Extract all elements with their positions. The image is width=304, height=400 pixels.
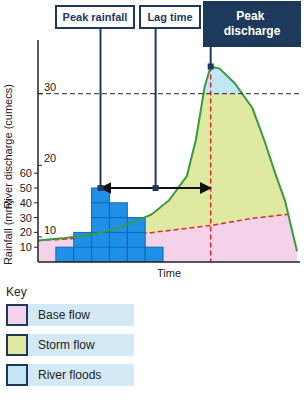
y-tick-label: 10 xyxy=(44,224,56,236)
lag-time-connector xyxy=(155,28,157,188)
y-tick-label: 20 xyxy=(44,152,56,164)
storm-flow-area xyxy=(38,94,297,262)
peak-rainfall-box xyxy=(56,6,134,28)
peak-discharge-label: Peak discharge xyxy=(224,9,281,38)
rainfall-bar xyxy=(145,247,163,262)
y2-tick-label: 20 xyxy=(20,226,32,238)
x-axis xyxy=(38,261,300,263)
key-label: Storm flow xyxy=(38,338,95,352)
y-tick xyxy=(38,236,42,237)
peak-discharge-box xyxy=(204,2,300,46)
lag-time-label: Lag time xyxy=(147,11,192,23)
key-label: River floods xyxy=(38,368,101,382)
lag-time-marker xyxy=(153,185,159,191)
y2-tick xyxy=(34,247,38,248)
peak-rainfall-label: Peak rainfall xyxy=(63,11,128,23)
plot-area xyxy=(38,66,300,262)
peak-discharge-line: discharge xyxy=(224,24,281,38)
y2-tick-label: 10 xyxy=(20,241,32,253)
peak-rainfall-marker xyxy=(98,185,104,191)
bar-separator xyxy=(109,217,127,218)
bar-separator xyxy=(127,247,145,248)
y-tick xyxy=(38,93,42,94)
bar-separator xyxy=(92,247,110,248)
key-title: Key xyxy=(6,285,27,299)
y2-tick-label: 60 xyxy=(20,167,32,179)
discharge-line xyxy=(38,67,297,252)
key-label-panel xyxy=(28,364,134,386)
y2-tick xyxy=(34,217,38,218)
peak-discharge-line: Peak xyxy=(236,9,267,23)
bar-separator xyxy=(109,247,127,248)
key-label-panel xyxy=(28,334,134,356)
x-axis-title: Time xyxy=(157,267,181,279)
y2-tick-label: 40 xyxy=(20,197,32,209)
key-swatch xyxy=(7,305,27,325)
bar-separator xyxy=(92,217,110,218)
inside-discharge-group xyxy=(38,213,297,262)
y2-tick xyxy=(34,188,38,189)
bar-separator xyxy=(127,232,145,233)
y2-tick-label: 50 xyxy=(20,182,32,194)
bar-separator xyxy=(74,247,92,248)
chart: 10 20 30 40 50 60 10 20 30 River discharge (cumec… xyxy=(0,0,304,400)
y2-tick xyxy=(34,232,38,233)
y-axis xyxy=(37,40,39,262)
y2-tick xyxy=(34,173,38,174)
y2-tick-label: 30 xyxy=(20,212,32,224)
peak-discharge-connector xyxy=(210,46,212,66)
y-tick xyxy=(38,165,42,166)
river-floods-area xyxy=(38,67,297,263)
key-swatch xyxy=(7,335,27,355)
bar-separator xyxy=(109,232,127,233)
key-swatch xyxy=(7,365,27,385)
peak-discharge-marker xyxy=(208,63,214,69)
rainfall-bar xyxy=(92,188,110,262)
y-axis-title: River discharge (cumecs) xyxy=(2,84,14,209)
y-tick-label: 30 xyxy=(44,81,56,93)
bar-separator xyxy=(92,202,110,203)
key-label: Base flow xyxy=(38,308,90,322)
lag-time-box xyxy=(140,6,200,28)
rainfall-bar xyxy=(109,203,127,262)
key-label-panel xyxy=(28,304,134,326)
base-flow-area xyxy=(38,213,297,262)
flood-level-line xyxy=(38,93,300,94)
peak-discharge-drop xyxy=(210,66,212,262)
y2-tick xyxy=(34,202,38,203)
below-flood-group xyxy=(38,94,297,262)
peak-rainfall-connector xyxy=(100,28,102,188)
rainfall-bar xyxy=(56,247,74,262)
y2-axis-title: Rainfall (mm) xyxy=(2,200,14,265)
